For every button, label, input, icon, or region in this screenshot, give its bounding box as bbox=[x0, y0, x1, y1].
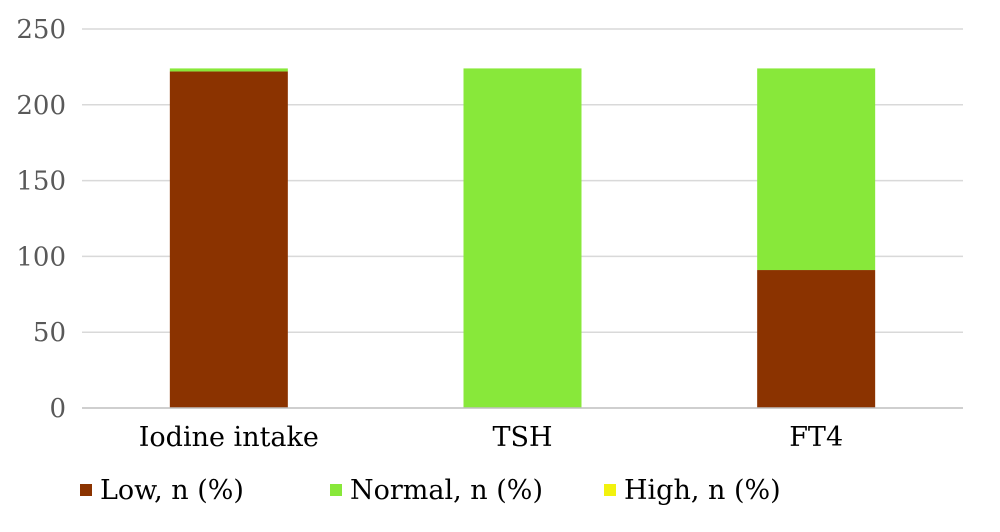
x-category-label: Iodine intake bbox=[139, 422, 319, 453]
y-tick-label: 150 bbox=[16, 167, 66, 197]
y-axis-ticks: 0 50 100 150 200 250 bbox=[16, 15, 66, 424]
x-category-label: FT4 bbox=[789, 422, 843, 453]
legend-swatch bbox=[604, 484, 616, 496]
x-axis-categories: Iodine intake TSH FT4 bbox=[139, 422, 843, 453]
legend-label: High, n (%) bbox=[624, 475, 781, 506]
y-tick-label: 0 bbox=[49, 394, 66, 424]
bars bbox=[169, 68, 876, 408]
bar-normal-1 bbox=[463, 68, 582, 408]
legend-label: Normal, n (%) bbox=[350, 475, 543, 506]
bar-low-0 bbox=[169, 71, 288, 408]
bar-low-2 bbox=[757, 270, 876, 408]
legend: Low, n (%) Normal, n (%) High, n (%) bbox=[80, 475, 781, 506]
legend-swatch bbox=[330, 484, 342, 496]
legend-swatch bbox=[80, 484, 92, 496]
bar-normal-0 bbox=[169, 68, 288, 72]
legend-label: Low, n (%) bbox=[100, 475, 244, 506]
y-tick-label: 50 bbox=[33, 318, 66, 348]
y-tick-label: 200 bbox=[16, 91, 66, 121]
bar-normal-2 bbox=[757, 68, 876, 271]
y-tick-label: 250 bbox=[16, 15, 66, 45]
y-tick-label: 100 bbox=[16, 242, 66, 272]
x-category-label: TSH bbox=[492, 422, 552, 453]
